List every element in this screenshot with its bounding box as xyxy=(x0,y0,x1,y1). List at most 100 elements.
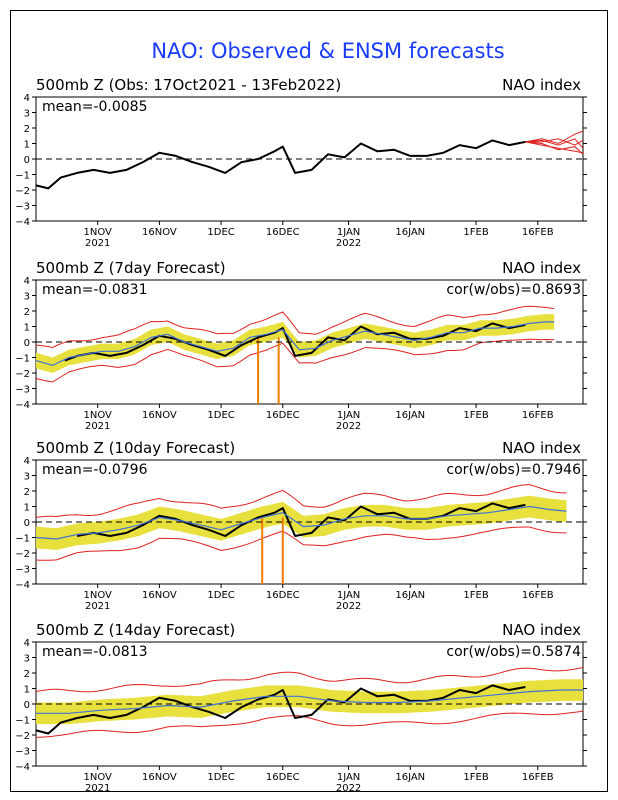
x-tick-label: 16FEB xyxy=(522,772,554,783)
x-tick-label: 1JAN xyxy=(337,227,360,238)
y-tick-label: 1 xyxy=(24,323,30,334)
x-tick-year: 2021 xyxy=(85,601,110,612)
forecast-member-4 xyxy=(525,141,584,155)
panel-label: 500mb Z (7day Forecast) xyxy=(36,259,226,277)
x-tick-year: 2021 xyxy=(85,238,110,249)
spread-band xyxy=(36,679,583,725)
x-tick-label: 1JAN xyxy=(337,410,360,421)
panel-4: 500mb Z (14day Forecast) NAO index −4 −3 −2 −… xyxy=(15,621,587,794)
x-tick-label: 16DEC xyxy=(266,227,300,238)
x-tick-label: 16FEB xyxy=(522,590,554,601)
y-tick-label: −4 xyxy=(15,762,30,773)
observed-line xyxy=(64,322,526,362)
index-label: NAO index xyxy=(502,439,581,457)
x-tick-label: 1NOV xyxy=(83,590,112,601)
x-tick-label: 1DEC xyxy=(207,227,234,238)
y-tick-label: −2 xyxy=(15,369,30,380)
panel-3: 500mb Z (10day Forecast) NAO index −4 −3 −2 −… xyxy=(15,439,587,612)
y-tick-label: 4 xyxy=(24,93,30,104)
y-tick-label: 0 xyxy=(24,338,30,349)
index-label: NAO index xyxy=(502,76,581,94)
x-tick-label: 1DEC xyxy=(207,772,234,783)
x-tick-label: 16NOV xyxy=(142,410,177,421)
y-tick-label: 4 xyxy=(24,276,30,287)
x-tick-label: 1NOV xyxy=(83,410,112,421)
y-tick-label: 2 xyxy=(24,124,30,135)
y-tick-label: 3 xyxy=(24,109,30,120)
x-tick-label: 1FEB xyxy=(463,410,488,421)
y-tick-label: 1 xyxy=(24,685,30,696)
panel-label: 500mb Z (Obs: 17Oct2021 - 13Feb2022) xyxy=(36,76,341,94)
x-tick-year: 2021 xyxy=(85,421,110,432)
forecast-member-1 xyxy=(525,130,584,145)
ens-mean-line xyxy=(36,689,583,714)
x-tick-label: 1DEC xyxy=(207,410,234,421)
mean-label: mean=-0.0831 xyxy=(42,282,147,298)
member-envelope-lower xyxy=(35,526,567,561)
forecast-member-2 xyxy=(525,141,584,154)
y-tick-label: 2 xyxy=(24,669,30,680)
y-tick-label: −4 xyxy=(15,217,30,228)
y-tick-label: −4 xyxy=(15,580,30,591)
correlation-label: cor(w/obs)=0.5874 xyxy=(446,644,581,660)
x-tick-year: 2022 xyxy=(336,421,361,432)
y-tick-label: 0 xyxy=(24,155,30,166)
figure-title: NAO: Observed & ENSM forecasts xyxy=(151,39,504,63)
x-tick-label: 16DEC xyxy=(266,410,300,421)
x-tick-label: 16NOV xyxy=(142,227,177,238)
x-tick-year: 2022 xyxy=(336,783,361,794)
observed-line xyxy=(35,684,526,735)
observed-line xyxy=(35,139,526,190)
member-envelope-upper xyxy=(35,667,584,693)
x-tick-label: 1NOV xyxy=(83,772,112,783)
y-tick-label: 4 xyxy=(24,456,30,467)
y-tick-label: −3 xyxy=(15,565,30,576)
x-tick-label: 16JAN xyxy=(395,590,425,601)
member-envelope-lower xyxy=(36,710,584,738)
x-tick-label: 1JAN xyxy=(337,590,360,601)
x-tick-label: 1FEB xyxy=(463,772,488,783)
correlation-label: cor(w/obs)=0.8693 xyxy=(446,282,581,298)
x-tick-label: 1NOV xyxy=(83,227,112,238)
y-tick-label: 0 xyxy=(24,518,30,529)
x-tick-label: 16JAN xyxy=(395,227,425,238)
x-tick-label: 1JAN xyxy=(337,772,360,783)
y-tick-label: −3 xyxy=(15,747,30,758)
x-tick-year: 2022 xyxy=(336,238,361,249)
x-tick-label: 16JAN xyxy=(395,410,425,421)
y-tick-label: −3 xyxy=(15,202,30,213)
y-tick-label: −3 xyxy=(15,385,30,396)
panel-2: 500mb Z (7day Forecast) NAO index −4 −3 −2 −1… xyxy=(15,259,587,432)
y-tick-label: 3 xyxy=(24,654,30,665)
mean-label: mean=-0.0796 xyxy=(42,462,148,478)
x-tick-label: 16FEB xyxy=(522,410,554,421)
spread-band xyxy=(36,314,555,373)
mean-label: mean=-0.0085 xyxy=(42,99,147,115)
y-tick-label: 1 xyxy=(24,503,30,514)
x-tick-year: 2021 xyxy=(85,783,110,794)
x-tick-label: 16FEB xyxy=(522,227,554,238)
x-tick-label: 16NOV xyxy=(142,590,177,601)
y-tick-label: 2 xyxy=(24,487,30,498)
panel-label: 500mb Z (14day Forecast) xyxy=(36,621,235,639)
y-tick-label: −1 xyxy=(15,716,30,727)
x-tick-label: 16JAN xyxy=(395,772,425,783)
y-tick-label: 2 xyxy=(24,307,30,318)
x-tick-label: 16DEC xyxy=(266,772,300,783)
member-envelope-lower xyxy=(35,338,555,383)
y-tick-label: −1 xyxy=(15,354,30,365)
x-tick-label: 1DEC xyxy=(207,590,234,601)
index-label: NAO index xyxy=(502,259,581,277)
correlation-label: cor(w/obs)=0.7946 xyxy=(446,462,581,478)
x-tick-label: 1FEB xyxy=(463,590,488,601)
y-tick-label: 0 xyxy=(24,700,30,711)
y-tick-label: 4 xyxy=(24,638,30,649)
forecast-member-5 xyxy=(525,138,584,149)
y-tick-label: −1 xyxy=(15,534,30,545)
member-envelope-upper xyxy=(35,484,567,518)
panel-label: 500mb Z (10day Forecast) xyxy=(36,439,235,457)
mean-label: mean=-0.0813 xyxy=(42,644,147,660)
y-tick-label: −2 xyxy=(15,549,30,560)
x-tick-label: 16NOV xyxy=(142,772,177,783)
